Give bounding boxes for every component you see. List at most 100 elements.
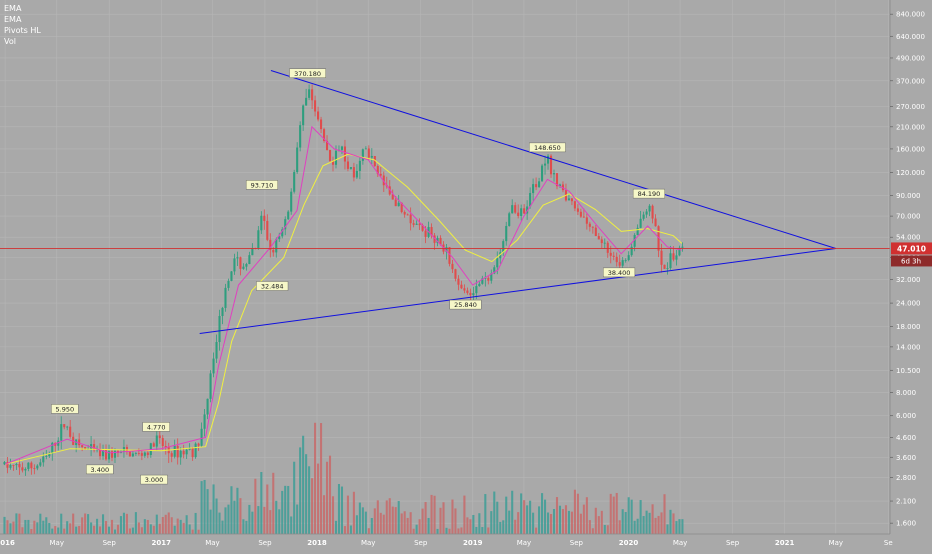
volume-bar (254, 478, 257, 534)
candle-body (588, 223, 591, 227)
candle-body (445, 247, 448, 252)
candle-body (325, 140, 329, 151)
volume-bar (570, 511, 573, 534)
legend-item-pivots[interactable]: Pivots HL (4, 26, 41, 35)
volume-bar (591, 528, 594, 534)
pivot-label-box (449, 299, 482, 310)
candle-body (508, 213, 511, 226)
candle-body (343, 146, 346, 162)
volume-bar (343, 526, 346, 534)
candle-body (475, 286, 478, 294)
volume-bar (9, 523, 12, 534)
candle-body (42, 456, 45, 463)
volume-bar (3, 516, 6, 534)
volume-bar (12, 521, 15, 534)
volume-bar (206, 489, 209, 534)
volume-bar (251, 511, 254, 534)
candle-body (9, 465, 12, 468)
candle-body (278, 236, 281, 240)
candle-body (418, 223, 421, 226)
volume-bar (39, 513, 42, 534)
candle-body (358, 160, 361, 171)
legend-item-ema-slow[interactable]: EMA (4, 15, 22, 24)
price-axis-label: 120.000 (896, 169, 925, 177)
ema-fast-line (4, 125, 682, 465)
candle-body (266, 220, 269, 240)
candle-body (125, 447, 128, 452)
candle-body (155, 435, 158, 447)
candle-body (6, 462, 9, 468)
volume-bar (125, 513, 128, 534)
candle-body (666, 268, 669, 269)
time-axis-label: Sep (258, 539, 272, 547)
volume-bar (505, 496, 508, 534)
volume-bar (421, 508, 424, 534)
volume-bar (561, 509, 565, 534)
volume-bar (648, 512, 651, 534)
volume-bar (651, 504, 654, 534)
candle-body (27, 462, 30, 469)
volume-bar (33, 520, 36, 534)
legend-item-ema-fast[interactable]: EMA (4, 4, 22, 13)
candle-body (660, 250, 663, 265)
price-axis-label: 4.600 (896, 434, 916, 442)
volume-bar (361, 507, 364, 534)
candle-body (66, 426, 69, 428)
candle-body (69, 426, 72, 437)
pivot-label: 148.650 (529, 142, 566, 153)
volume-bar (308, 466, 311, 534)
volume-bar (567, 510, 570, 534)
pivot-label-text: 3.000 (145, 476, 164, 484)
candle-body (373, 155, 376, 167)
volume-bar (66, 521, 69, 534)
candle-body (627, 255, 630, 261)
volume-bar (424, 502, 427, 534)
candle-body (340, 146, 344, 150)
volume-bar (155, 514, 158, 534)
volume-bar (576, 493, 579, 534)
time-axis-label: May (829, 539, 843, 547)
volume-bar (454, 508, 457, 534)
candle-body (585, 217, 588, 224)
candle-body (39, 462, 42, 466)
candle-body (576, 208, 579, 212)
candle-body (248, 255, 251, 265)
pivot-label: 4.770 (142, 422, 170, 432)
volume-bar (442, 502, 445, 534)
candle-body (15, 464, 18, 466)
last-price-tag: 47.010 6d 3h (891, 242, 932, 267)
legend-item-volume[interactable]: Vol (4, 37, 16, 46)
volume-bar (609, 493, 612, 534)
price-axis-label: 3.600 (896, 454, 916, 462)
volume-bar (6, 520, 9, 534)
time-axis-background (0, 534, 932, 550)
price-axis-label: 160.000 (896, 145, 925, 153)
candle-body (314, 100, 317, 112)
time-axis-label: Sep (414, 539, 428, 547)
candle-body (535, 184, 538, 188)
candle-body (532, 184, 535, 194)
candle-body (352, 167, 355, 178)
pivot-label: 3.000 (140, 474, 168, 485)
candle-body (209, 373, 212, 399)
pivot-label: 32.484 (256, 281, 289, 291)
candle-body (546, 155, 550, 164)
volume-bar (42, 520, 45, 534)
volume-bar (541, 493, 544, 534)
candle-body (403, 212, 406, 215)
candles (3, 84, 684, 476)
candle-body (263, 215, 266, 221)
volume-bar (104, 521, 108, 534)
volume-bar (293, 461, 296, 534)
price-axis-label: 490.000 (896, 54, 925, 62)
volume-bar (272, 472, 275, 534)
pivot-label: 38.400 (603, 267, 636, 278)
time-axis-label: 2019 (463, 539, 483, 547)
pivot-label: 25.840 (449, 299, 482, 310)
pivot-label: 5.950 (51, 404, 79, 414)
volume-bar (508, 510, 511, 534)
volume-bar (69, 523, 72, 534)
pivot-label-text: 84.190 (638, 190, 661, 198)
